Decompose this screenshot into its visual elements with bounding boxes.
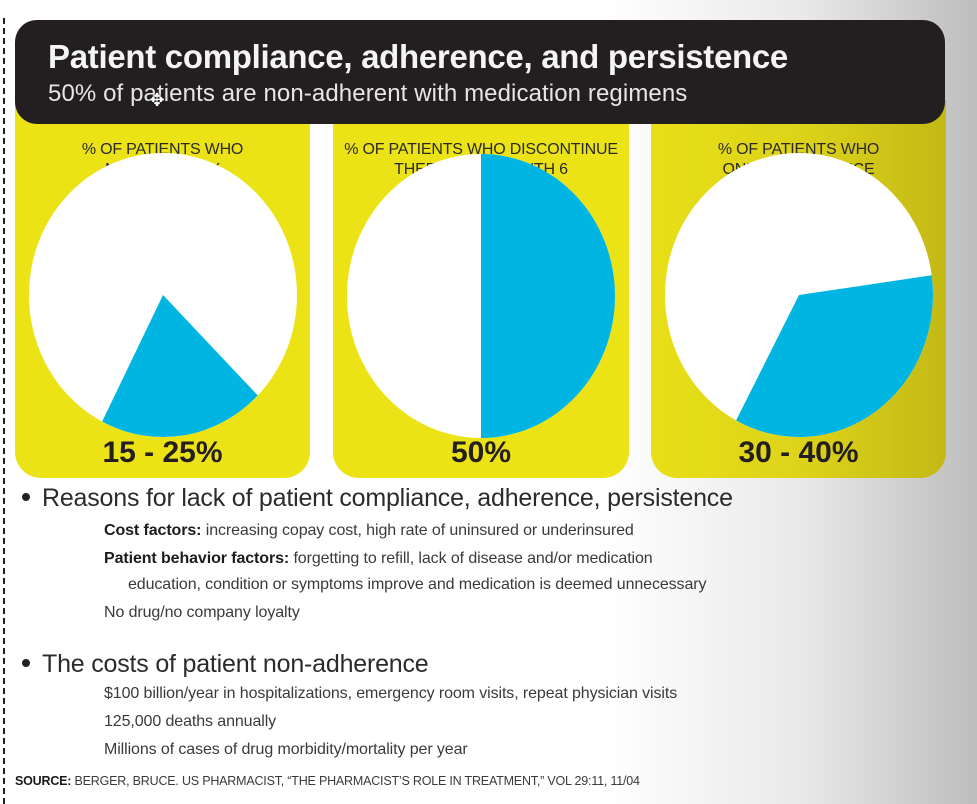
pie-value-label: 30 - 40% [738, 436, 859, 469]
cost-item: Millions of cases of drug morbidity/mort… [104, 741, 468, 758]
pie-chart [665, 152, 933, 438]
dashed-border [3, 18, 5, 804]
source-text: BERGER, BRUCE. US PHARMACIST, “THE PHARM… [71, 774, 640, 788]
pie-title-line: % OF PATIENTS WHO DISCONTINUE [344, 141, 618, 158]
page-title: Patient compliance, adherence, and persi… [48, 38, 788, 75]
pie-value-label: 15 - 25% [102, 436, 223, 469]
pie-title-line: % OF PATIENTS WHO [717, 141, 880, 158]
reason-text: No drug/no company loyalty [104, 604, 300, 621]
costs-heading-text: The costs of patient non-adherence [42, 650, 429, 678]
header-banner: Patient compliance, adherence, and persi… [15, 20, 945, 124]
reason-text: forgetting to refill, lack of disease an… [289, 550, 653, 567]
reason-item: No drug/no company loyalty [104, 604, 300, 622]
pie-chart [347, 153, 615, 439]
cost-item: 125,000 deaths annually [104, 713, 277, 730]
pie-title-line: % OF PATIENTS WHO [81, 141, 244, 158]
bullet-icon [22, 659, 30, 668]
source-label: SOURCE: [15, 774, 72, 788]
pie-slice [481, 153, 615, 439]
pie-chart [29, 152, 297, 438]
reason-label: Cost factors: [104, 522, 202, 539]
reason-text: education, condition or symptoms improve… [128, 576, 707, 593]
reasons-heading: Reasons for lack of patient compliance, … [18, 484, 733, 513]
reason-item: Cost factors: increasing copay cost, hig… [104, 522, 634, 540]
pie-slice [102, 295, 258, 438]
reason-item: Patient behavior factors: forgetting to … [104, 550, 653, 568]
pie-panel-discontinue: % OF PATIENTS WHO DISCONTINUE THERAPY BY… [333, 100, 629, 478]
source-citation: SOURCE: BERGER, BRUCE. US PHARMACIST, “T… [15, 774, 640, 788]
move-cursor-icon: ✥ [149, 90, 165, 110]
pie-panel-fill-once: % OF PATIENTS WHO ONLY FILL Rx ONCE 30 -… [651, 100, 946, 478]
cost-item: $100 billion/year in hospitalizations, e… [104, 685, 678, 702]
pie-slice [736, 275, 933, 438]
reasons-heading-text: Reasons for lack of patient compliance, … [42, 484, 733, 512]
bullet-icon [22, 493, 30, 502]
costs-heading: The costs of patient non-adherence [18, 650, 429, 679]
pie-background [29, 152, 297, 438]
reason-text: increasing copay cost, high rate of unin… [201, 522, 634, 539]
reason-item-continued: education, condition or symptoms improve… [128, 576, 706, 594]
reason-label: Patient behavior factors: [104, 550, 290, 567]
pie-value-label: 50% [450, 436, 512, 469]
page-subtitle: 50% of patients are non-adherent with me… [48, 80, 688, 107]
pie-panel-never-fill: % OF PATIENTS WHO NEVER FILL Rx 15 - 25% [15, 100, 310, 478]
